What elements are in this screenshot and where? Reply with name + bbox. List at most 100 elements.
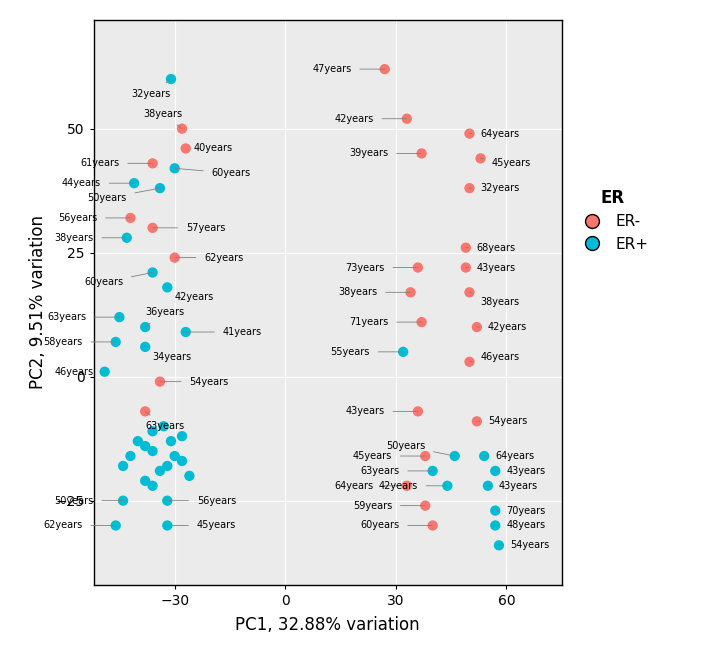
Text: 63years: 63years (145, 411, 184, 431)
Point (161, 520, 173, 530)
Point (154, 465, 166, 476)
Text: 60years: 60years (360, 521, 433, 530)
X-axis label: PC1, 32.88% variation: PC1, 32.88% variation (235, 616, 420, 634)
Point (99, 367, 110, 377)
Text: 43years: 43years (488, 481, 538, 491)
Text: 43years: 43years (495, 466, 546, 476)
Point (154, 376, 166, 387)
Point (117, 461, 129, 471)
Text: 50years: 50years (54, 496, 123, 506)
Text: 56years: 56years (58, 213, 130, 223)
Point (169, 163, 181, 174)
Point (140, 322, 151, 332)
Point (490, 465, 501, 476)
Text: 57years: 57years (153, 223, 225, 233)
Text: 44years: 44years (62, 178, 134, 188)
Text: 48years: 48years (495, 521, 546, 530)
Point (412, 406, 423, 417)
Point (180, 327, 192, 337)
Text: 50years: 50years (386, 441, 455, 456)
Point (460, 263, 472, 273)
Point (420, 451, 431, 462)
Point (147, 426, 158, 436)
Text: 70years: 70years (495, 506, 546, 515)
Point (176, 431, 188, 441)
Legend: ER-, ER+: ER-, ER+ (574, 185, 651, 255)
Text: 71years: 71years (349, 317, 422, 327)
Text: 64years: 64years (485, 451, 534, 461)
Text: 60years: 60years (175, 168, 251, 178)
Point (180, 143, 192, 153)
Text: 63years: 63years (360, 466, 433, 476)
Text: 42years: 42years (477, 322, 527, 332)
Text: 62years: 62years (175, 253, 243, 263)
Text: 43years: 43years (346, 406, 418, 417)
Point (474, 153, 486, 164)
Point (158, 421, 169, 432)
Point (427, 520, 438, 530)
Text: 45years: 45years (167, 521, 236, 530)
Text: 62years: 62years (43, 521, 116, 530)
Text: 38years: 38years (469, 292, 520, 307)
Text: 50years: 50years (88, 188, 160, 203)
Text: 39years: 39years (349, 148, 422, 159)
Text: 41years: 41years (186, 327, 261, 337)
Point (427, 465, 438, 476)
Point (441, 480, 453, 491)
Point (132, 436, 143, 447)
Text: 45years: 45years (480, 159, 531, 168)
Text: 32years: 32years (469, 183, 520, 193)
Point (420, 500, 431, 511)
Y-axis label: PC2, 9.51% variation: PC2, 9.51% variation (29, 215, 47, 389)
Text: 32years: 32years (132, 79, 171, 99)
Point (125, 213, 136, 223)
Text: 42years: 42years (334, 114, 407, 124)
Point (490, 520, 501, 530)
Text: 60years: 60years (84, 272, 153, 287)
Text: 38years: 38years (55, 233, 127, 242)
Point (110, 337, 122, 347)
Point (140, 441, 151, 451)
Text: 47years: 47years (312, 64, 384, 74)
Point (471, 416, 482, 426)
Text: 40years: 40years (193, 144, 233, 153)
Point (464, 357, 475, 367)
Text: 58years: 58years (43, 337, 116, 347)
Point (401, 480, 413, 491)
Point (464, 183, 475, 193)
Point (161, 461, 173, 471)
Point (125, 451, 136, 462)
Text: 63years: 63years (47, 312, 120, 322)
Point (154, 183, 166, 193)
Point (128, 178, 140, 188)
Point (147, 446, 158, 456)
Text: 54years: 54years (499, 540, 549, 551)
Text: 38years: 38years (338, 287, 410, 297)
Text: 43years: 43years (466, 263, 516, 272)
Point (416, 148, 428, 159)
Point (121, 233, 132, 243)
Point (471, 322, 482, 332)
Point (140, 342, 151, 352)
Point (140, 406, 151, 417)
Point (165, 74, 176, 85)
Text: 61years: 61years (80, 159, 153, 168)
Point (379, 64, 390, 74)
Text: 54years: 54years (160, 376, 229, 387)
Point (184, 471, 195, 481)
Point (176, 124, 188, 134)
Point (161, 282, 173, 293)
Point (460, 242, 472, 253)
Point (449, 451, 461, 462)
Point (401, 114, 413, 124)
Point (405, 287, 416, 298)
Text: 42years: 42years (167, 287, 214, 302)
Point (479, 451, 490, 462)
Text: 55years: 55years (330, 347, 403, 357)
Text: 46years: 46years (469, 352, 520, 362)
Text: 54years: 54years (477, 416, 527, 426)
Point (114, 312, 125, 322)
Point (482, 480, 494, 491)
Point (416, 317, 428, 328)
Point (493, 540, 505, 551)
